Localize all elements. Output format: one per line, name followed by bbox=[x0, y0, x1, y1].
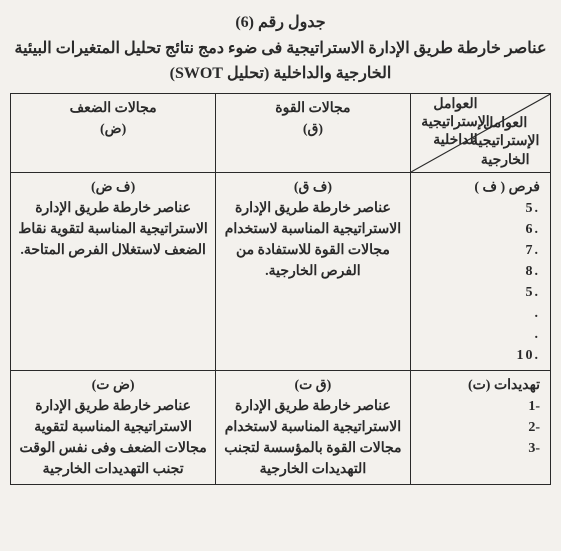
so-text: عناصر خارطة طريق الإدارة الاستراتيجية ال… bbox=[222, 198, 403, 282]
strengths-h2: (ق) bbox=[222, 119, 403, 140]
threats-row: تهديدات (ت) -1 -2 -3 (ق ت) عناصر خارطة ط… bbox=[11, 370, 551, 484]
opportunities-label-cell: فرص ( ف ) .5 .6 .7 .8 .5 . . .10 bbox=[410, 172, 550, 370]
swot-table: العوامل الإستراتيجية الداخلية العوامل ال… bbox=[10, 93, 551, 485]
table-title: جدول رقم (6) عناصر خارطة طريق الإدارة ال… bbox=[10, 10, 551, 87]
wt-label: (ض ت) bbox=[17, 375, 209, 396]
so-cell: (ف ق) عناصر خارطة طريق الإدارة الاستراتي… bbox=[216, 172, 410, 370]
strengths-h1: مجالات القوة bbox=[222, 98, 403, 119]
wo-label: (ف ض) bbox=[17, 177, 209, 198]
weaknesses-header: مجالات الضعف (ض) bbox=[11, 93, 216, 172]
st-text: عناصر خارطة طريق الإدارة الاستراتيجية ال… bbox=[222, 396, 403, 480]
so-label: (ف ق) bbox=[222, 177, 403, 198]
title-line-1: جدول رقم (6) bbox=[10, 10, 551, 36]
opp-numbers: .5 .6 .7 .8 .5 . . .10 bbox=[417, 198, 540, 366]
opportunities-row: فرص ( ف ) .5 .6 .7 .8 .5 . . .10 (ف ق) ع… bbox=[11, 172, 551, 370]
thr-row-label: تهديدات (ت) bbox=[417, 375, 540, 396]
st-label: (ق ت) bbox=[222, 375, 403, 396]
opp-row-label: فرص ( ف ) bbox=[417, 177, 540, 198]
threats-label-cell: تهديدات (ت) -1 -2 -3 bbox=[410, 370, 550, 484]
wo-text: عناصر خارطة طريق الإدارة الاستراتيجية ال… bbox=[17, 198, 209, 261]
st-cell: (ق ت) عناصر خارطة طريق الإدارة الاستراتي… bbox=[216, 370, 410, 484]
wt-text: عناصر خارطة طريق الإدارة الاستراتيجية ال… bbox=[17, 396, 209, 480]
diagonal-header-cell: العوامل الإستراتيجية الداخلية العوامل ال… bbox=[410, 93, 550, 172]
weak-h1: مجالات الضعف bbox=[17, 98, 209, 119]
diag-bottom-label: العوامل الإستراتيجية الخارجية bbox=[466, 115, 544, 170]
title-line-3: الخارجية والداخلية (تحليل SWOT) bbox=[10, 61, 551, 87]
header-row: العوامل الإستراتيجية الداخلية العوامل ال… bbox=[11, 93, 551, 172]
wo-cell: (ف ض) عناصر خارطة طريق الإدارة الاستراتي… bbox=[11, 172, 216, 370]
strengths-header: مجالات القوة (ق) bbox=[216, 93, 410, 172]
wt-cell: (ض ت) عناصر خارطة طريق الإدارة الاستراتي… bbox=[11, 370, 216, 484]
thr-numbers: -1 -2 -3 bbox=[417, 396, 540, 459]
weak-h2: (ض) bbox=[17, 119, 209, 140]
title-line-2: عناصر خارطة طريق الإدارة الاستراتيجية فى… bbox=[10, 36, 551, 62]
